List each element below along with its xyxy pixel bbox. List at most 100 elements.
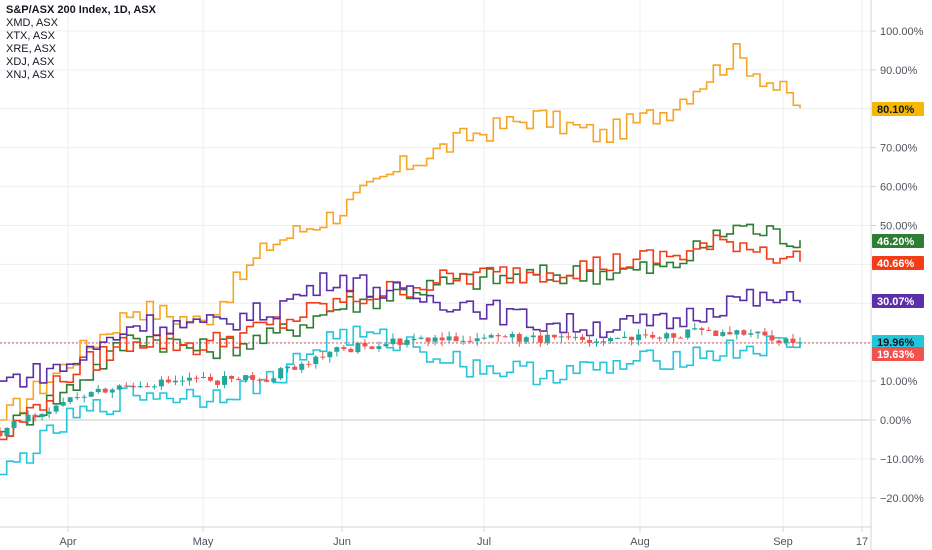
candle-body [362,342,368,347]
candle-body [179,380,185,382]
candle-body [481,337,487,339]
candle-body [172,380,178,383]
legend-item-xtx: XTX, ASX [6,30,55,42]
candle-body [692,328,698,330]
candle-body [474,338,480,342]
candle-body [334,347,340,352]
last-value-badges: 80.10% 46.20% 40.66% 30.07% 19.96%19.63% [872,102,924,361]
candle-body [615,337,621,339]
candle-body [432,337,438,342]
candle-body [109,389,115,393]
candle-body [643,334,649,336]
candle-body [348,348,354,353]
candle-body [516,333,522,342]
badge-xdj-label: 30.07% [877,296,915,308]
candle-body [18,421,24,423]
candle-body [46,411,52,414]
candle-body [215,380,221,385]
candle-body [102,388,108,393]
badge-xnj-label: 19.96% [877,337,915,349]
candle-body [39,413,45,417]
candle-body [509,333,515,338]
y-tick-label: 10.00% [880,376,918,388]
candle-body [755,331,761,334]
candle-body [88,392,94,397]
candle-body [558,336,564,338]
candle-body [593,341,599,343]
candle-body [229,375,235,379]
candle-body [201,376,207,378]
candle-body [657,337,663,339]
candle-body [664,333,670,339]
candle-body [306,363,312,365]
time-axis: Apr May Jun Jul Aug Sep 17 [59,527,868,548]
series-line-xmd [0,43,801,421]
candle-body [74,397,80,399]
candle-body [397,338,403,345]
candle-body [116,385,122,390]
candle-body [32,414,38,417]
x-tick-label: Apr [59,536,76,548]
candle-body [495,335,501,337]
candle-body [790,338,796,344]
x-tick-label: Sep [773,536,793,548]
candle-body [671,333,677,338]
candle-body [222,375,228,385]
candle-body [271,378,277,382]
candle-body [713,330,719,336]
candle-body [636,334,642,341]
candle-body [608,338,614,342]
y-tick-label: 0.00% [880,415,911,427]
candle-body [11,421,17,428]
badge-xre-bg [872,256,924,270]
candle-body [601,341,607,343]
legend-item-xre: XRE, ASX [6,43,57,55]
y-tick-label: 60.00% [880,182,918,194]
candle-body [783,338,789,343]
candle-body [81,396,87,398]
x-tick-label: Jul [477,536,491,548]
candle-body [327,351,333,358]
candle-body [762,331,768,336]
candle-body [158,379,164,387]
candle-body [776,340,782,343]
candle-body [460,340,466,342]
candle-body [4,427,10,437]
candle-body [404,339,410,345]
candle-body [741,330,747,335]
candle-body [193,377,199,379]
candle-body [369,346,375,349]
candle-body [0,431,3,437]
candle-body [355,342,361,353]
candle-body [727,332,733,335]
candle-body [622,336,628,338]
candle-body [25,414,31,422]
badge-xdj-bg [872,294,924,308]
candle-body [95,388,101,393]
badge-main-label: 19.63% [877,349,915,361]
candle-body [439,337,445,341]
candle-body [467,340,473,342]
candle-body [151,386,157,388]
y-tick-label: −10.00% [880,454,924,466]
candle-body [383,344,389,347]
candle-body [67,397,73,403]
y-tick-label: −20.00% [880,493,924,505]
candle-body [313,356,319,365]
candle-body [551,334,557,338]
x-tick-label: Aug [630,536,650,548]
candle-body [60,402,66,406]
candle-body [769,335,775,341]
candle-body [650,334,656,338]
candle-body [144,386,150,388]
candle-body [748,333,754,335]
candle-body [565,336,571,338]
x-tick-label: Jun [333,536,351,548]
candle-body [165,379,171,383]
candle-body [137,386,143,388]
candle-body [453,336,459,342]
series-line-xdj [0,272,801,388]
candle-body [411,338,417,340]
candle-body [530,335,536,338]
